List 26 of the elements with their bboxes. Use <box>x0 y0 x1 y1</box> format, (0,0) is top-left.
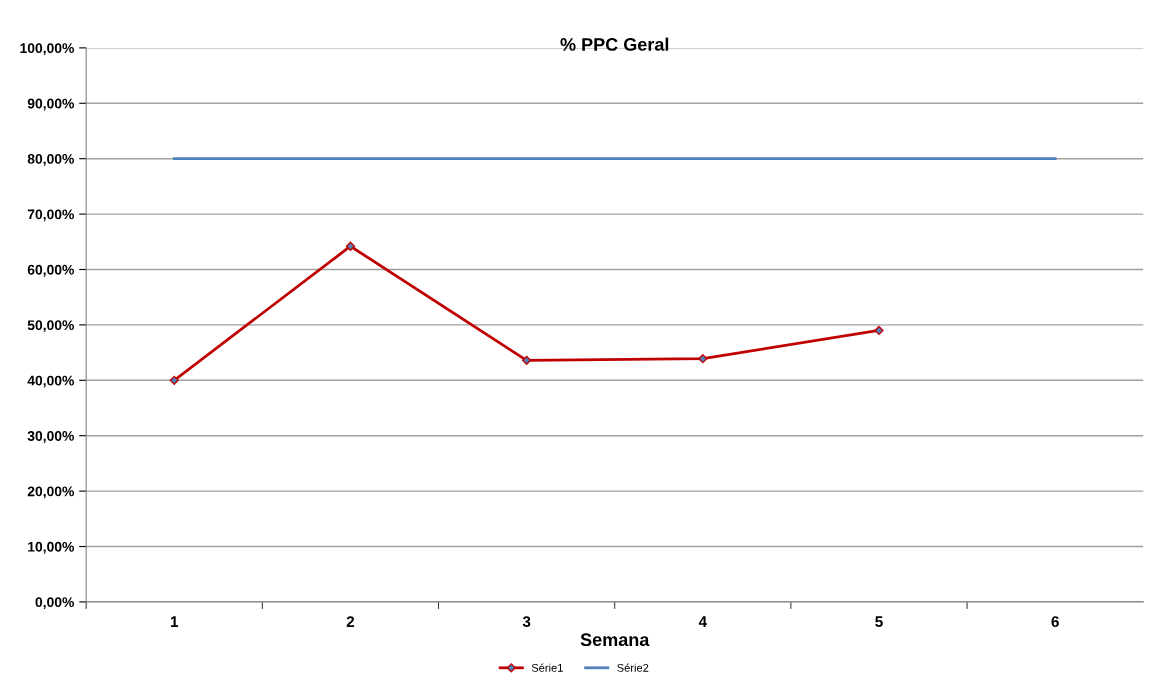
x-tick-label: 6 <box>1051 616 1059 628</box>
y-tick-label: 80,00% <box>27 154 75 166</box>
legend-label: Série2 <box>617 663 649 672</box>
x-tick-label: 5 <box>875 616 883 628</box>
x-tick-label: 4 <box>698 616 707 627</box>
y-tick-label: 70,00% <box>27 209 75 222</box>
x-tick-label: 2 <box>346 616 355 627</box>
y-tick-label: 30,00% <box>27 431 75 443</box>
legend-label: Série1 <box>531 663 563 672</box>
x-tick-label: 1 <box>170 616 179 627</box>
y-tick-label: 50,00% <box>27 320 75 333</box>
point <box>698 354 708 364</box>
y-tick-label: 60,00% <box>27 264 75 277</box>
y-tick-label: 40,00% <box>27 375 75 388</box>
y-tick-label: 90,00% <box>27 98 75 111</box>
x-axis-title: Semana <box>580 633 650 647</box>
y-tick-label: 100,00% <box>20 43 75 56</box>
y-tick-label: 20,00% <box>27 486 75 499</box>
y-tick-label: 10,00% <box>28 541 75 554</box>
point <box>345 241 356 251</box>
point <box>874 325 884 336</box>
point <box>169 375 179 385</box>
chart-title: % PPC Geral <box>560 37 669 51</box>
x-tick-label: 3 <box>522 616 531 628</box>
point <box>522 355 532 365</box>
y-tick-label: 0,00% <box>35 597 75 610</box>
